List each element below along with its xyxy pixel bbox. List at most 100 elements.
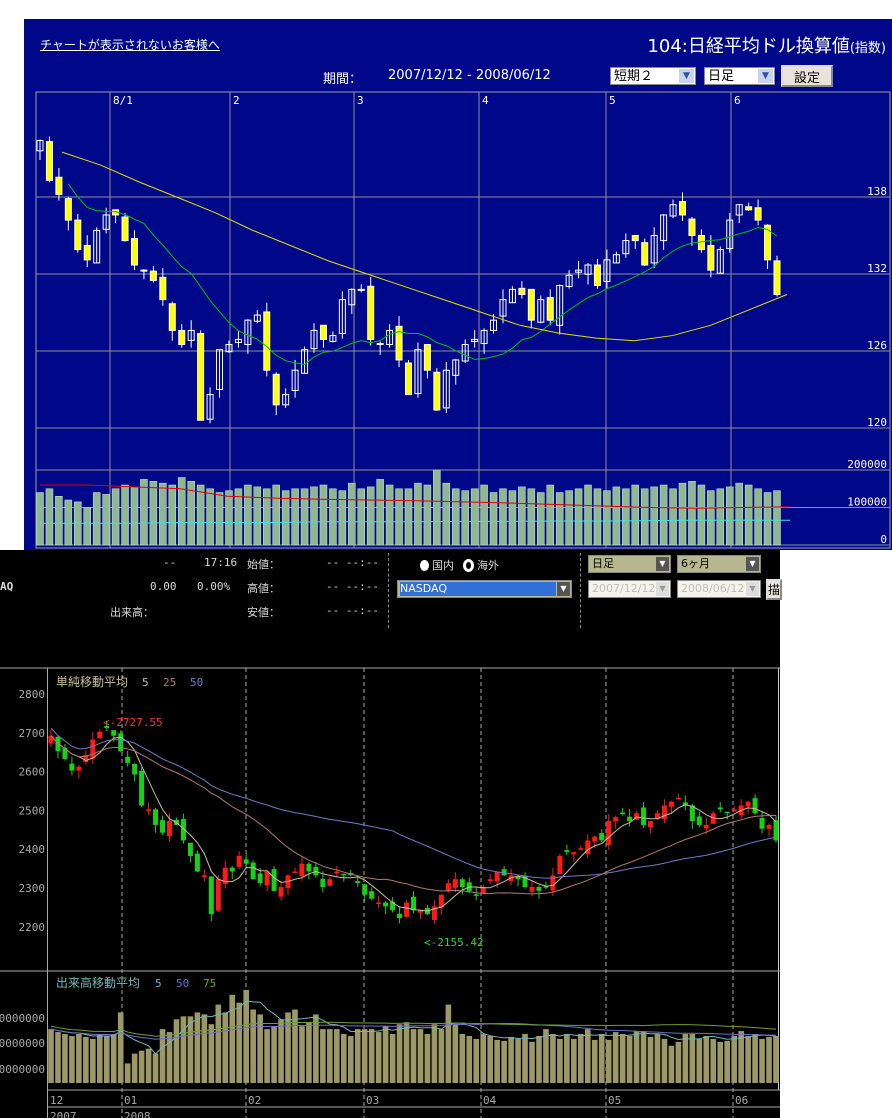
y-tick-label: 2500 xyxy=(19,804,46,817)
candle-down xyxy=(104,725,110,728)
volume-bar xyxy=(348,482,356,546)
volume-bar xyxy=(292,1009,298,1083)
candle-up xyxy=(299,863,305,877)
candle-up xyxy=(660,214,668,242)
candle-up xyxy=(461,344,469,362)
date-from-select[interactable]: 2007/12/12 ▼ xyxy=(588,580,671,598)
volume-bar xyxy=(159,482,167,546)
x-tick-label: 02 xyxy=(248,1094,261,1107)
radio-domestic[interactable] xyxy=(420,559,429,571)
volume-bar xyxy=(489,492,498,546)
candle-down xyxy=(543,886,549,888)
volume-bar xyxy=(763,492,772,546)
volume-bar xyxy=(564,1034,570,1083)
chevron-down-icon: ▼ xyxy=(656,582,669,596)
candle-down xyxy=(717,807,723,810)
y-tick-label: 138 xyxy=(867,185,887,198)
volume-bar xyxy=(69,1035,75,1083)
volume-bar xyxy=(574,488,583,546)
volume-bar xyxy=(145,1048,152,1083)
candle-up xyxy=(348,288,356,306)
interval-select-lower[interactable]: 日足 ▼ xyxy=(588,555,671,573)
term-select[interactable]: 短期２ ▼ xyxy=(610,67,696,85)
candle-up xyxy=(167,821,173,837)
candle-up xyxy=(310,329,318,350)
candle-up xyxy=(327,879,333,886)
volume-bar xyxy=(334,1029,340,1083)
price-legend-title: 単純移動平均 xyxy=(56,675,128,689)
volume-bar xyxy=(131,1053,138,1083)
candle-down xyxy=(522,875,528,887)
help-link[interactable]: チャートが表示されないお客様へ xyxy=(40,38,220,52)
volume-bar xyxy=(424,1034,431,1083)
volume-bar xyxy=(752,1034,758,1083)
volume-bar xyxy=(480,484,488,546)
settings-button[interactable]: 設定 xyxy=(781,65,833,87)
candle-down xyxy=(620,812,626,815)
volume-bar xyxy=(423,484,432,546)
y-tick-label: 2700 xyxy=(19,727,46,740)
low-label: 安値： xyxy=(247,606,280,619)
change-pct: 0.00% xyxy=(197,580,231,593)
volume-bar xyxy=(578,1034,584,1083)
volume-bar xyxy=(124,1063,131,1083)
volume-bar xyxy=(473,1038,480,1083)
volume-bar xyxy=(103,1035,110,1083)
volume-bar xyxy=(306,1022,312,1083)
volume-bar xyxy=(654,1034,661,1083)
volume-bar xyxy=(410,1029,417,1083)
candle-down xyxy=(405,362,412,396)
candle-up xyxy=(187,329,195,341)
candle-up xyxy=(565,274,573,288)
volume-bar xyxy=(480,1034,487,1083)
volume-bar xyxy=(518,486,526,546)
divider xyxy=(580,553,581,628)
nikkei-chart: 8/1 2 3 4 5 6 138 132 126 120 200000 100000 0 xyxy=(35,91,891,549)
candle-up xyxy=(537,299,545,323)
candle-up xyxy=(234,338,242,343)
volume-bar xyxy=(201,1014,208,1083)
index-select[interactable]: NASDAQ ▼ xyxy=(397,580,572,598)
candle-down xyxy=(376,343,384,346)
candle-down xyxy=(257,873,263,884)
volume-legend-5: 5 xyxy=(155,977,162,990)
volume-bar xyxy=(640,488,649,546)
candle-up xyxy=(508,875,514,882)
volume-bar xyxy=(537,492,545,546)
date-to-select[interactable]: 2008/06/12 ▼ xyxy=(677,580,761,598)
volume-bar xyxy=(110,1034,117,1083)
range-select[interactable]: 6ヶ月 ▼ xyxy=(677,555,761,573)
volume-bar xyxy=(206,488,214,546)
volume-bar xyxy=(319,484,328,546)
candle-up xyxy=(735,204,743,216)
candle-up xyxy=(669,204,677,217)
price-legend-ma5: 5 xyxy=(142,676,149,689)
candle-up xyxy=(726,219,734,250)
radio-overseas[interactable] xyxy=(463,558,474,572)
volume-bar xyxy=(487,1035,493,1083)
candle-up xyxy=(376,902,382,905)
candle-down xyxy=(139,770,145,806)
chevron-down-icon: ▼ xyxy=(758,69,773,83)
volume-bar xyxy=(571,1038,577,1083)
price-legend-ma50: 50 xyxy=(190,676,203,689)
volume-bar xyxy=(470,488,479,546)
volume-bar xyxy=(300,488,309,546)
volume-bar xyxy=(508,490,517,546)
volume-bar xyxy=(675,1041,682,1083)
volume-bar xyxy=(669,488,677,546)
volume-bar xyxy=(431,1024,438,1083)
volume-bar xyxy=(605,1039,612,1083)
term-select-value: 短期２ xyxy=(614,69,654,84)
volume-line-1 xyxy=(40,484,791,509)
volume-bar xyxy=(389,1034,396,1083)
candle-down xyxy=(306,863,312,872)
volume-bar xyxy=(187,481,195,546)
draw-button[interactable]: 描 xyxy=(766,579,782,600)
volume-label: 出来高： xyxy=(110,606,154,619)
candle-up xyxy=(585,840,591,855)
interval-select[interactable]: 日足 ▼ xyxy=(704,67,775,85)
high-annotation: <-2727.55 xyxy=(103,716,163,729)
candle-up xyxy=(480,887,486,894)
volume-bar xyxy=(396,1024,403,1083)
